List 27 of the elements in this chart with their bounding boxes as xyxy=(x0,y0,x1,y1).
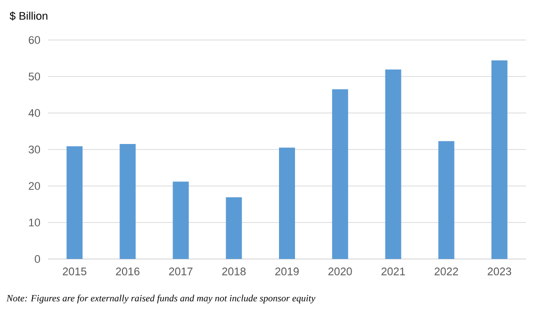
x-tick-label: 2023 xyxy=(488,268,512,276)
y-tick-label: 60 xyxy=(28,36,40,44)
y-tick-label: 30 xyxy=(28,146,40,154)
bar xyxy=(120,144,136,259)
y-tick-label: 10 xyxy=(29,218,40,226)
y-tick-label: 50 xyxy=(28,72,40,80)
bar xyxy=(226,197,242,259)
bar xyxy=(172,182,189,259)
bar xyxy=(66,146,83,259)
y-tick-label: 20 xyxy=(28,182,40,190)
bar xyxy=(385,70,402,259)
text: Note: Figures are for externally raised funds and may not include sponsor equity xyxy=(6,294,316,304)
bar xyxy=(279,148,295,259)
x-tick-label: 2020 xyxy=(328,268,352,276)
bar xyxy=(438,141,454,259)
y-tick-label: 0 xyxy=(34,255,40,263)
x-tick-label: 2022 xyxy=(434,268,458,276)
x-tick-label: 2015 xyxy=(62,268,86,276)
bar xyxy=(332,89,348,259)
x-tick-label: 2018 xyxy=(222,268,246,276)
x-tick-label: 2021 xyxy=(382,268,405,276)
x-tick-label: 2017 xyxy=(169,268,192,276)
bar xyxy=(491,60,508,259)
x-tick-label: 2019 xyxy=(275,268,299,276)
y-tick-label: 40 xyxy=(28,109,40,117)
x-tick-label: 2016 xyxy=(116,268,140,276)
y-axis-title: $ Billion xyxy=(10,12,48,20)
